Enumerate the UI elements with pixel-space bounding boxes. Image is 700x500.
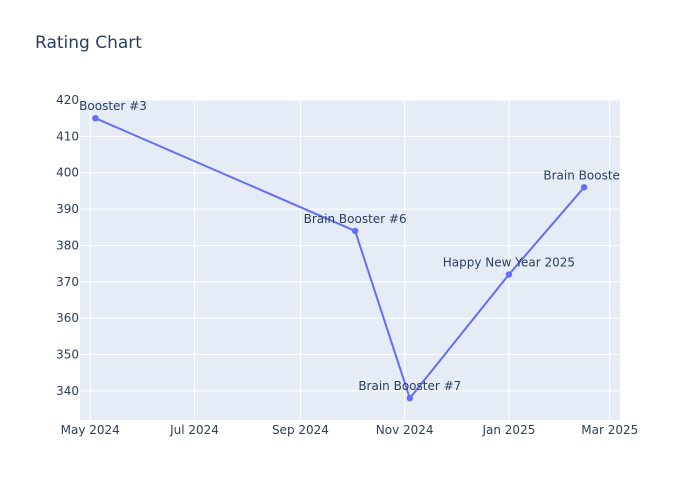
data-point	[406, 394, 414, 402]
series: Brain Booster #3 Brain Booster #6 Brain Bo…	[44, 99, 625, 402]
y-tick-label: 340	[56, 384, 79, 398]
x-tick-label: May 2024	[61, 423, 120, 437]
x-tick-label: Jul 2024	[169, 423, 219, 437]
y-tick-label: 380	[56, 238, 79, 252]
x-tick-label: Mar 2025	[581, 423, 638, 437]
gridlines	[80, 99, 620, 420]
x-tick-label: Nov 2024	[376, 423, 434, 437]
y-tick-label: 350	[56, 348, 79, 362]
x-tick-label: Sep 2024	[272, 423, 329, 437]
data-label: Happy New Year 2025	[443, 256, 575, 270]
data-point	[580, 184, 588, 191]
data-point	[92, 114, 99, 122]
y-tick-label: 390	[56, 202, 79, 216]
data-label: Brain Booster #3	[44, 99, 147, 113]
y-tick-label: 400	[56, 166, 79, 180]
y-tick-label: 360	[56, 311, 79, 325]
y-tick-label: 370	[56, 275, 79, 289]
chart-title: Rating Chart	[35, 33, 142, 53]
x-tick-label: Jan 2025	[481, 423, 535, 437]
data-label: Brain Booster	[543, 168, 625, 182]
y-axis: 340 350 360 370 380 390 400 410 420	[56, 93, 79, 398]
y-tick-label: 410	[56, 129, 79, 143]
data-label: Brain Booster #7	[358, 379, 461, 393]
x-axis: May 2024 Jul 2024 Sep 2024 Nov 2024 Jan 2025…	[61, 423, 639, 437]
plot-area	[80, 100, 620, 420]
data-label: Brain Booster #6	[304, 212, 407, 226]
data-point	[505, 271, 513, 278]
data-point	[351, 227, 359, 235]
y-tick-label: 420	[56, 93, 79, 107]
